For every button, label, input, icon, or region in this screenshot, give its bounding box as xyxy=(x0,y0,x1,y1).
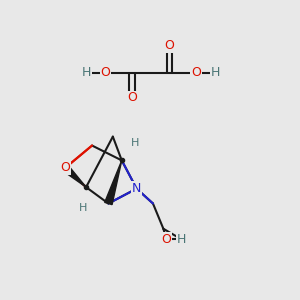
Text: O: O xyxy=(100,66,110,79)
Text: H: H xyxy=(176,233,186,246)
Text: N: N xyxy=(132,182,141,195)
Text: O: O xyxy=(191,66,201,79)
Text: H: H xyxy=(131,138,139,148)
Text: O: O xyxy=(161,233,171,246)
Text: H: H xyxy=(79,203,87,213)
Polygon shape xyxy=(105,160,122,205)
Text: O: O xyxy=(164,40,174,52)
Polygon shape xyxy=(63,165,86,187)
Text: O: O xyxy=(60,161,70,174)
Text: H: H xyxy=(211,66,220,79)
Text: H: H xyxy=(81,66,91,79)
Text: O: O xyxy=(127,92,137,104)
